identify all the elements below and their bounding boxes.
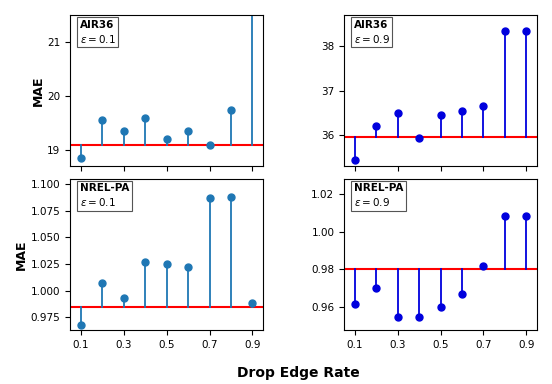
- Y-axis label: MAE: MAE: [31, 76, 45, 106]
- Y-axis label: MAE: MAE: [15, 239, 28, 270]
- Text: NREL-PA
$\varepsilon = 0.1$: NREL-PA $\varepsilon = 0.1$: [80, 183, 129, 208]
- Text: Drop Edge Rate: Drop Edge Rate: [237, 366, 359, 380]
- Text: AIR36
$\varepsilon = 0.1$: AIR36 $\varepsilon = 0.1$: [80, 20, 116, 45]
- Text: NREL-PA
$\varepsilon = 0.9$: NREL-PA $\varepsilon = 0.9$: [354, 183, 403, 208]
- Text: AIR36
$\varepsilon = 0.9$: AIR36 $\varepsilon = 0.9$: [354, 20, 390, 45]
